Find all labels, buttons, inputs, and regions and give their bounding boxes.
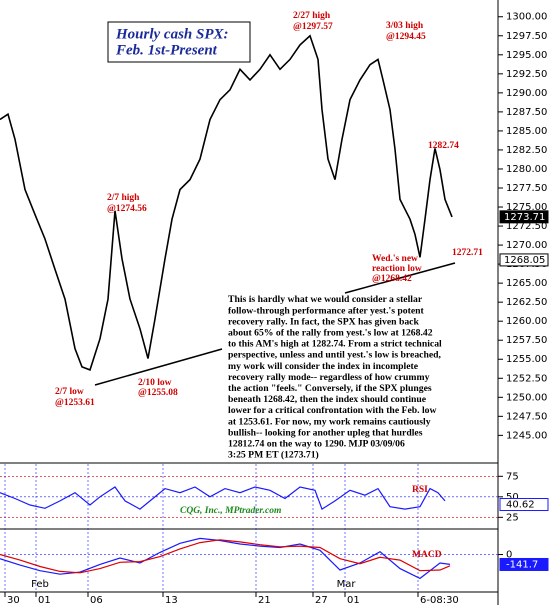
commentary-line: recovery rally mode-- regardless of how … — [228, 372, 430, 383]
y-tick-label: 1262.50 — [506, 297, 547, 308]
y-tick-label: 1270.00 — [506, 240, 547, 251]
chart-title: Hourly cash SPX: — [115, 26, 229, 42]
y-tick-label: 1280.00 — [506, 164, 547, 175]
annotation: 1282.74 — [428, 141, 459, 151]
y-tick-label: 1275.00 — [506, 202, 547, 213]
commentary-line: beneath 1268.42, then the index should c… — [228, 394, 427, 405]
price-marker — [499, 253, 549, 267]
annotation: @1253.61 — [55, 398, 95, 408]
commentary-line: recovery rally. In fact, the SPX has giv… — [228, 316, 419, 327]
x-tick-label: 13 — [165, 595, 178, 605]
last-value-label: 40.62 — [506, 500, 535, 511]
annotation: @1255.08 — [138, 388, 178, 398]
annotation: 2/10 low — [138, 378, 172, 388]
annotation: 2/27 high — [293, 11, 331, 21]
y-tick-label: 1257.50 — [506, 335, 547, 346]
commentary-line: 12812.74 on the way to 1290. MJP 03/09/0… — [228, 439, 405, 450]
commentary-line: 3:25 PM ET (1273.71) — [228, 450, 319, 461]
last-value-box — [499, 557, 549, 571]
y-tick-label: 1277.50 — [506, 183, 547, 194]
x-tick-label: 21 — [258, 595, 271, 605]
y-tick-label: 50 — [506, 492, 519, 503]
title-box — [107, 21, 251, 63]
y-tick-label: 0 — [506, 550, 512, 561]
y-tick-label: 1260.00 — [506, 316, 547, 327]
commentary-line: the action "feels." Conversely, if the S… — [228, 383, 432, 394]
last-value-label: -141.7 — [506, 559, 538, 570]
x-tick-label: 27 — [315, 595, 328, 605]
commentary-line: This is hardly what we would consider a … — [228, 294, 423, 305]
annotation: @1274.56 — [107, 204, 147, 214]
x-tick-label: 06 — [90, 595, 103, 605]
y-tick-label: 1285.00 — [506, 126, 547, 137]
commentary-line: at 1253.61. For now, my work remains cau… — [228, 416, 431, 427]
y-tick-label: 1282.50 — [506, 145, 547, 156]
price-marker — [499, 210, 549, 224]
annotation: Wed.'s new — [372, 254, 418, 264]
indicator-label: MACD — [412, 550, 442, 560]
annotation: @1268.42 — [372, 274, 412, 284]
y-tick-label: 1300.00 — [506, 12, 547, 23]
series-line — [0, 539, 451, 574]
commentary-line: to this AM's high at 1282.74. From a str… — [228, 339, 442, 350]
y-tick-label: 1290.00 — [506, 88, 547, 99]
y-tick-label: 1287.50 — [506, 107, 547, 118]
annotation: @1297.57 — [293, 22, 333, 32]
y-tick-label: 1245.00 — [506, 430, 547, 441]
annotation: 2/7 low — [55, 387, 84, 397]
annotation: 2/7 high — [107, 193, 140, 203]
x-tick-label: 6-08:30 — [420, 595, 459, 605]
commentary-line: my work will consider the index in incom… — [228, 361, 419, 372]
y-tick-label: 1295.00 — [506, 50, 547, 61]
y-tick-label: 1292.50 — [506, 69, 547, 80]
month-label: Mar — [337, 579, 357, 590]
commentary-line: follow-through performance after yest.'s… — [228, 305, 425, 316]
y-tick-label: 25 — [506, 512, 519, 523]
y-tick-label: 1252.50 — [506, 373, 547, 384]
series-line — [0, 486, 446, 511]
series-line — [0, 34, 453, 371]
credit: CQG, Inc., MPtrader.com — [180, 506, 281, 516]
annotation: reaction low — [372, 264, 422, 274]
chart-subtitle: Feb. 1st-Present — [115, 42, 218, 58]
y-tick-label: 1255.00 — [506, 354, 547, 365]
trend-line — [344, 262, 456, 294]
x-tick-label: 01 — [347, 595, 360, 605]
x-tick-label: 01 — [38, 595, 51, 605]
y-tick-label: 1247.50 — [506, 411, 547, 422]
commentary-line: about 65% of the rally from yest.'s low … — [228, 328, 433, 339]
commentary-line: bullish-- looking for another upleg that… — [228, 427, 423, 438]
y-tick-label: 1272.50 — [506, 221, 547, 232]
indicator-label: RSI — [412, 485, 428, 495]
annotation: 3/03 high — [386, 21, 424, 31]
trend-line — [94, 348, 223, 386]
last-value-box — [499, 498, 549, 512]
y-tick-label: 1250.00 — [506, 392, 547, 403]
x-tick-label: 30 — [7, 595, 20, 605]
commentary-line: perspective, unless and until yest.'s lo… — [228, 350, 442, 361]
y-tick-label: 1297.50 — [506, 31, 547, 42]
price-marker-label: 1273.71 — [504, 212, 545, 223]
annotation: 1272.71 — [452, 248, 483, 258]
price-marker-label: 1268.05 — [504, 255, 545, 266]
commentary-line: lower for a critical confrontation with … — [228, 405, 437, 416]
month-label: Feb — [31, 579, 49, 590]
y-tick-label: 1265.00 — [506, 278, 547, 289]
annotation: @1294.45 — [386, 32, 426, 42]
y-tick-label: 75 — [506, 471, 519, 482]
